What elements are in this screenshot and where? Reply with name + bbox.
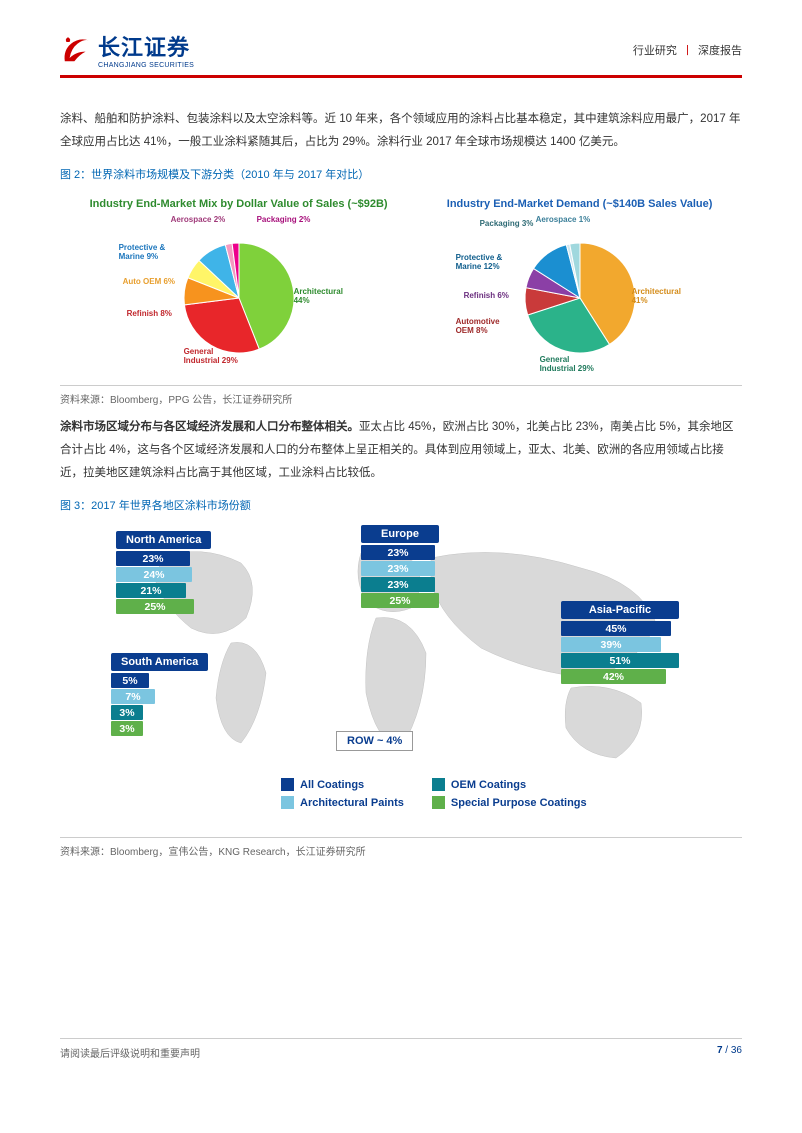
region-bar: 25% [361, 593, 439, 608]
footer-pagenum: 7 / 36 [717, 1045, 742, 1060]
page-header: 长江证券 CHANGJIANG SECURITIES 行业研究 丨 深度报告 [60, 30, 742, 78]
region-bar: 24% [116, 567, 192, 582]
region-bar: 45% [561, 621, 671, 636]
pie-slice-label: Protective & Marine 9% [119, 244, 179, 262]
region-bar: 39% [561, 637, 661, 652]
pie-slice-label: General Industrial 29% [184, 348, 244, 366]
legend-label: Special Purpose Coatings [451, 797, 587, 809]
legend-item: All Coatings [281, 778, 404, 791]
pie-slice-label: Refinish 8% [127, 310, 172, 319]
pie2-chart: Architectural 41% General Industrial 29% A… [470, 216, 690, 371]
pie-slice-label: Packaging 3% [480, 220, 534, 229]
legend-label: Architectural Paints [300, 797, 404, 809]
legend-item: OEM Coatings [432, 778, 587, 791]
legend-label: All Coatings [300, 779, 364, 791]
pie-slice-label: Architectural 41% [632, 288, 690, 306]
region-asia-pacific: Asia-Pacific 45%39%51%42% [561, 601, 679, 685]
header-cat-b: 深度报告 [698, 45, 742, 57]
region-bar: 21% [116, 583, 186, 598]
pie2-title: Industry End-Market Demand (~$140B Sales… [447, 198, 713, 210]
pie1-title: Industry End-Market Mix by Dollar Value … [90, 198, 388, 210]
header-category: 行业研究 丨 深度报告 [633, 42, 742, 58]
region-bar: 7% [111, 689, 155, 704]
legend-item: Architectural Paints [281, 796, 404, 809]
region-bar: 5% [111, 673, 149, 688]
page-footer: 请阅读最后评级说明和重要声明 7 / 36 [60, 1038, 742, 1060]
fig2-area: Industry End-Market Mix by Dollar Value … [60, 190, 742, 385]
logo-icon [60, 34, 92, 66]
pie1-block: Industry End-Market Mix by Dollar Value … [90, 198, 388, 371]
logo: 长江证券 CHANGJIANG SECURITIES [60, 30, 194, 69]
legend-label: OEM Coatings [451, 779, 526, 791]
legend-swatch-icon [281, 796, 294, 809]
fig3-title: 图 3：2017 年世界各地区涂料市场份额 [60, 497, 742, 513]
paragraph-2: 涂料市场区域分布与各区域经济发展和人口分布整体相关。亚太占比 45%，欧洲占比 … [60, 416, 742, 485]
header-sep: 丨 [682, 45, 693, 57]
fig2-source: 资料来源：Bloomberg，PPG 公告，长江证券研究所 [60, 385, 742, 406]
region-bar: 3% [111, 705, 143, 720]
region-bar: 25% [116, 599, 194, 614]
pie2-block: Industry End-Market Demand (~$140B Sales… [447, 198, 713, 371]
fig3-source: 资料来源：Bloomberg，宣伟公告，KNG Research，长江证券研究所 [60, 837, 742, 858]
region-bar: 23% [116, 551, 190, 566]
region-title: South America [111, 653, 208, 671]
header-cat-a: 行业研究 [633, 45, 677, 57]
pie-slice-label: Refinish 6% [464, 292, 509, 301]
para2-bold: 涂料市场区域分布与各区域经济发展和人口分布整体相关。 [60, 421, 359, 433]
pie-slice-label: Protective & Marine 12% [456, 254, 516, 272]
region-north-america: North America 23%24%21%25% [116, 531, 211, 615]
region-title: Asia-Pacific [561, 601, 679, 619]
region-title: Europe [361, 525, 439, 543]
region-bar: 3% [111, 721, 143, 736]
pie-slice-label: Auto OEM 6% [123, 278, 175, 287]
region-south-america: South America5%7%3%3% [111, 653, 208, 737]
intro-paragraph: 涂料、船舶和防护涂料、包装涂料以及太空涂料等。近 10 年来，各个领域应用的涂料… [60, 108, 742, 154]
pie-slice-label: General Industrial 29% [540, 356, 600, 374]
legend-swatch-icon [432, 796, 445, 809]
legend-swatch-icon [432, 778, 445, 791]
row-label: ROW ~ 4% [336, 731, 413, 751]
region-bar: 51% [561, 653, 679, 668]
pie1-chart: Architectural 44% General Industrial 29% R… [129, 216, 349, 371]
pie-slice-label: Automotive OEM 8% [456, 318, 516, 336]
pie-slice-label: Aerospace 2% [171, 216, 226, 225]
legend-item: Special Purpose Coatings [432, 796, 587, 809]
pie-slice-label: Aerospace 1% [536, 216, 591, 225]
region-bar: 23% [361, 545, 435, 560]
region-bar: 42% [561, 669, 666, 684]
region-title: North America [116, 531, 211, 549]
legend-swatch-icon [281, 778, 294, 791]
logo-main-text: 长江证券 [98, 30, 194, 62]
page: 长江证券 CHANGJIANG SECURITIES 行业研究 丨 深度报告 涂… [0, 0, 802, 1080]
region-bar: 23% [361, 561, 435, 576]
region-bar: 23% [361, 577, 435, 592]
pie-slice-label: Architectural 44% [294, 288, 349, 306]
logo-sub-text: CHANGJIANG SECURITIES [98, 62, 194, 69]
map-legend: All Coatings Architectural Paints OEM Coa… [281, 778, 587, 809]
fig2-title: 图 2：世界涂料市场规模及下游分类（2010 年与 2017 年对比） [60, 166, 742, 182]
fig3-map: North America23%24%21%25%South America5%… [81, 523, 721, 823]
footer-disclaimer: 请阅读最后评级说明和重要声明 [60, 1045, 200, 1060]
pie-slice-label: Packaging 2% [257, 216, 311, 225]
region-europe: Europe23%23%23%25% [361, 525, 439, 609]
